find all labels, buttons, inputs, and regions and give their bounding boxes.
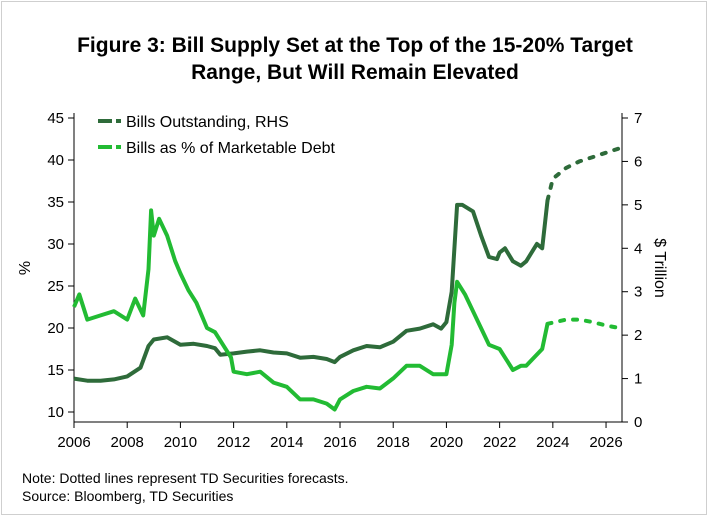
y-right-tick-label: 7: [634, 110, 642, 127]
y-left-tick-label: 30: [47, 236, 64, 253]
y-left-tick-label: 25: [47, 278, 64, 295]
note-text: Note: Dotted lines represent TD Securiti…: [22, 470, 349, 486]
y-left-axis-label: %: [17, 261, 34, 275]
y-left-tick-label: 15: [47, 362, 64, 379]
series-forecast-line-1: [545, 146, 622, 203]
chart-title-line-1: Figure 3: Bill Supply Set at the Top of …: [77, 34, 633, 57]
y-right-tick-label: 2: [634, 327, 642, 344]
y-right-tick-label: 0: [634, 414, 642, 431]
x-tick-label: 2006: [57, 434, 90, 451]
x-tick-label: 2026: [589, 434, 622, 451]
y-right-tick-label: 3: [634, 284, 642, 301]
chart-title-line-2: Range, But Will Remain Elevated: [191, 61, 519, 84]
y-right-tick-label: 4: [634, 240, 642, 257]
x-tick-label: 2018: [377, 434, 410, 451]
series-line-1: [73, 200, 550, 383]
y-left-tick-label: 35: [47, 194, 64, 211]
legend-label-1: Bills Outstanding, RHS: [126, 114, 289, 131]
y-left-tick-label: 45: [47, 110, 64, 127]
y-right-tick-label: 1: [634, 371, 642, 388]
x-tick-label: 2012: [217, 434, 250, 451]
x-tick-label: 2022: [483, 434, 516, 451]
y-left-tick-label: 10: [47, 404, 64, 421]
y-right-tick-label: 5: [634, 197, 642, 214]
x-tick-label: 2024: [536, 434, 569, 451]
y-left-tick-label: 20: [47, 320, 64, 337]
series-forecast-line-2: [545, 317, 622, 330]
series-line-2: [72, 208, 550, 412]
y-right-axis-label: $ Trillion: [651, 238, 668, 298]
y-right-tick-label: 6: [634, 153, 642, 170]
x-tick-label: 2014: [270, 434, 303, 451]
x-tick-label: 2020: [430, 434, 463, 451]
legend-label-2: Bills as % of Marketable Debt: [126, 140, 336, 157]
y-left-tick-label: 40: [47, 152, 64, 169]
x-tick-label: 2008: [111, 434, 144, 451]
x-tick-label: 2016: [323, 434, 356, 451]
chart-title: Figure 3: Bill Supply Set at the Top of …: [0, 32, 710, 86]
x-tick-label: 2010: [164, 434, 197, 451]
source-text: Source: Bloomberg, TD Securities: [22, 488, 234, 504]
